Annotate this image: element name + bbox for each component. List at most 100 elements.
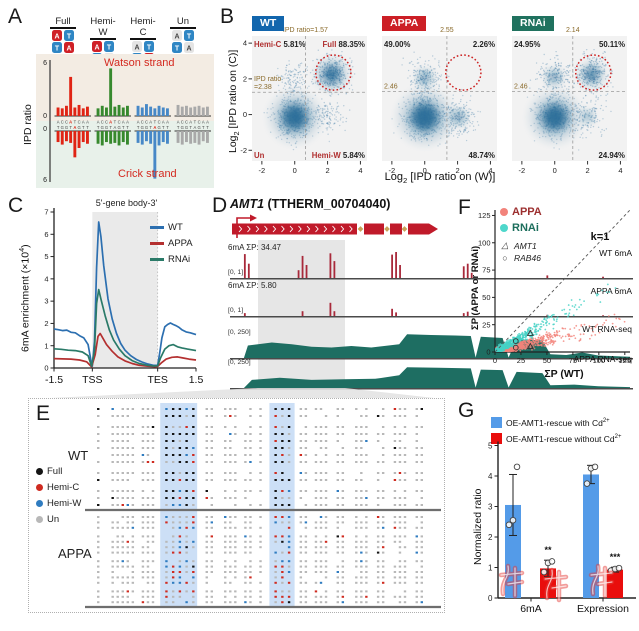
molecule-state-legend-hemi-c: Hemi-C	[36, 482, 79, 493]
svg-text:2: 2	[243, 74, 247, 83]
svg-text:6: 6	[44, 230, 48, 239]
svg-text:G: G	[61, 125, 64, 130]
svg-text:0: 0	[493, 356, 497, 365]
svg-text:T: T	[86, 125, 89, 130]
molecule-state-legend-full: Full	[36, 466, 62, 477]
svg-text:T: T	[187, 34, 192, 41]
svg-text:T: T	[175, 46, 180, 53]
legend-dot	[36, 484, 43, 491]
legend-swatch	[150, 242, 164, 245]
basepair-icon-label: Full	[55, 16, 71, 27]
basepair-icon-label: Hemi-W	[90, 16, 116, 38]
svg-text:[0, 1]: [0, 1]	[228, 307, 243, 314]
svg-text:T: T	[166, 125, 169, 130]
svg-text:49.00%: 49.00%	[384, 40, 411, 49]
svg-text:T: T	[189, 125, 192, 130]
basepair-icon-label: Un	[176, 16, 190, 27]
svg-text:T: T	[126, 125, 129, 130]
legend-swatch	[150, 258, 164, 261]
legend-swatch	[491, 433, 502, 444]
panel-b-xlabel: Log2 [IPD ratio on (W)]	[384, 171, 496, 186]
svg-text:4: 4	[618, 166, 622, 175]
svg-text:A: A	[69, 119, 72, 124]
svg-text:T: T	[97, 125, 100, 130]
scatter-rnai: RNAi 2.14 2.46 24.95% 50.11% 24.94% -2 0 2 4	[498, 14, 632, 178]
svg-text:0: 0	[44, 364, 48, 373]
svg-text:C: C	[198, 119, 201, 124]
svg-text:125: 125	[478, 211, 491, 220]
svg-text:2: 2	[325, 166, 329, 175]
svg-text:C: C	[141, 119, 144, 124]
group-label-wt: WT	[68, 448, 89, 463]
svg-text:6mA ΣP: 34.47: 6mA ΣP: 34.47	[228, 243, 282, 252]
panel-b-letter: B	[220, 5, 235, 28]
zoom-funnel	[30, 388, 443, 399]
svg-text:T: T	[69, 125, 72, 130]
triangle-marker-icon: △	[501, 240, 509, 250]
svg-text:4: 4	[243, 39, 247, 48]
watermark	[498, 563, 615, 603]
panel-c-chart: 0 1 2 3 4 5 6 7 -1.5 TSS TES 1.5	[4, 192, 212, 394]
circle-marker-icon: ○	[502, 253, 508, 263]
panel-c-letter: C	[8, 194, 24, 217]
svg-text:[0, 250]: [0, 250]	[228, 359, 251, 366]
svg-text:G: G	[65, 125, 68, 130]
svg-text:24.94%: 24.94%	[599, 151, 626, 160]
svg-text:APPA 6mA: APPA 6mA	[591, 286, 633, 296]
svg-text:2.26%: 2.26%	[473, 40, 495, 49]
single-molecule-matrix	[85, 400, 441, 610]
panel-d-title: AMT1 (TTHERM_00704040)	[230, 197, 391, 211]
svg-text:48.74%: 48.74%	[469, 151, 496, 160]
svg-text:WT 6mA: WT 6mA	[599, 248, 632, 258]
svg-text:6: 6	[43, 60, 47, 67]
svg-text:T: T	[67, 34, 72, 41]
sample-badge: RNAi	[512, 16, 554, 31]
panel-g-letter: G	[458, 399, 475, 422]
svg-text:4: 4	[44, 274, 48, 283]
legend-dot	[500, 208, 508, 216]
svg-text:75: 75	[569, 356, 577, 365]
svg-text:A: A	[97, 119, 100, 124]
svg-text:A: A	[82, 119, 85, 124]
svg-text:A: A	[137, 119, 140, 124]
svg-text:T: T	[194, 119, 197, 124]
svg-text:T: T	[109, 125, 112, 130]
svg-text:24.95%: 24.95%	[514, 40, 541, 49]
svg-text:IPD ratio: IPD ratio	[254, 76, 281, 83]
svg-text:=2.38: =2.38	[254, 84, 272, 91]
svg-text:G: G	[105, 125, 108, 130]
gene-name: AMT1	[230, 197, 265, 211]
panel-c-title: 5'-gene body-3'	[95, 198, 158, 208]
svg-text:T: T	[107, 45, 112, 52]
panel-f-ylabel: ΣP (APPA or RNAi)	[470, 245, 481, 330]
legend-dot	[36, 500, 43, 507]
svg-text:6: 6	[43, 177, 47, 184]
svg-text:A: A	[174, 34, 179, 41]
svg-text:G: G	[117, 125, 120, 130]
svg-text:-2: -2	[259, 166, 266, 175]
svg-text:-1.5: -1.5	[45, 374, 63, 386]
svg-text:50.11%: 50.11%	[599, 40, 625, 49]
svg-text:25: 25	[517, 356, 525, 365]
watson-strand-label: Watson strand	[104, 57, 175, 69]
svg-text:T: T	[177, 125, 180, 130]
svg-text:IPD ratio=1.57: IPD ratio=1.57	[283, 27, 328, 34]
svg-text:TES: TES	[147, 374, 167, 386]
svg-text:Hemi-C 5.81%: Hemi-C 5.81%	[254, 40, 306, 49]
legend-dot	[500, 224, 508, 232]
svg-text:0: 0	[423, 166, 427, 175]
svg-text:G: G	[141, 125, 144, 130]
svg-text:T: T	[114, 119, 117, 124]
svg-text:2.14: 2.14	[566, 27, 580, 34]
svg-text:75: 75	[482, 266, 490, 275]
metagene-plot: 0 1 2 3 4 5 6 7 -1.5 TSS TES 1.5	[44, 208, 203, 386]
svg-text:7: 7	[44, 208, 48, 217]
basepair-icon-label: Hemi-C	[130, 16, 156, 38]
legend-item-rab46: ○ RAB46	[500, 253, 541, 263]
panel-b-ylabel: Log2 [IPD ratio on (C)]	[227, 49, 242, 153]
svg-text:G: G	[181, 125, 184, 130]
svg-text:C: C	[158, 119, 161, 124]
svg-text:A: A	[73, 125, 76, 130]
